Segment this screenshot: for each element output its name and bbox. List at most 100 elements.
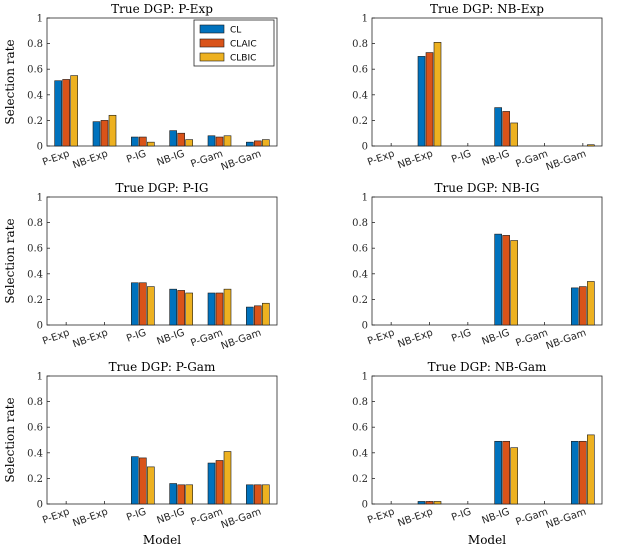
bar-claic <box>254 305 262 326</box>
x-tick-label: P-Gam <box>514 148 549 170</box>
y-tick-label: 0.2 <box>352 295 368 306</box>
x-tick-label: NB-IG <box>481 327 512 347</box>
x-tick-label: NB-Gam <box>545 506 588 531</box>
x-axis-label: Model <box>143 533 181 547</box>
x-tick-label: P-IG <box>125 506 148 523</box>
bar-cl <box>92 121 101 147</box>
bar-claic <box>215 136 224 147</box>
plot-area-1 <box>46 17 278 147</box>
y-tick-label: 0.2 <box>27 474 43 485</box>
x-tick-label: NB-IG <box>481 148 512 168</box>
bar-cl <box>494 107 502 147</box>
bar-clbic <box>433 501 442 505</box>
x-tick-label: NB-Gam <box>220 148 263 173</box>
bar-cl <box>246 306 254 326</box>
bar-cl <box>246 484 254 505</box>
y-tick-label: 1 <box>37 14 43 25</box>
y-tick-label: 0.8 <box>352 39 368 50</box>
y-tick-label: 0.2 <box>27 116 43 127</box>
bar-clbic <box>185 139 193 147</box>
bar-cl <box>207 462 216 505</box>
bar-clbic <box>223 135 232 147</box>
bar-cl <box>131 136 139 147</box>
bar-clbic <box>223 288 232 326</box>
x-tick-label: P-Gam <box>189 506 224 528</box>
y-tick-label: 0 <box>362 500 368 511</box>
legend-swatch <box>199 52 225 62</box>
legend-swatch <box>199 24 225 34</box>
x-tick-label: NB-Gam <box>220 506 263 531</box>
bar-clbic <box>185 292 193 326</box>
y-tick-label: 0.2 <box>27 295 43 306</box>
bar-clbic <box>587 281 595 326</box>
y-tick-label: 0.2 <box>352 474 368 485</box>
y-tick-label: 0.4 <box>27 90 43 101</box>
x-tick-label: P-Exp <box>366 327 396 347</box>
y-tick-label: 0.6 <box>27 423 43 434</box>
x-tick-label: NB-Exp <box>396 148 434 171</box>
legend-entry: CLAIC <box>230 40 257 50</box>
x-tick-label: P-IG <box>450 148 473 165</box>
bar-cl <box>169 288 177 326</box>
y-tick-label: 0 <box>37 142 43 153</box>
bar-clbic <box>147 286 155 326</box>
bar-clbic <box>587 434 595 505</box>
bar-clbic <box>587 144 595 147</box>
plot-area-3 <box>46 196 278 326</box>
y-tick-label: 0.4 <box>27 269 43 280</box>
plot-area-5 <box>46 375 278 505</box>
y-tick-label: 0.8 <box>27 397 43 408</box>
bar-claic <box>139 136 147 147</box>
legend-entry: CL <box>230 26 241 36</box>
bar-clbic <box>223 451 232 505</box>
x-tick-label: P-Exp <box>41 148 71 168</box>
x-tick-label: P-Exp <box>366 506 396 526</box>
bar-claic <box>254 140 262 147</box>
chart-title: True DGP: NB-IG <box>434 181 539 195</box>
bar-claic <box>502 440 510 505</box>
x-tick-label: NB-Exp <box>71 506 109 529</box>
legend-swatch <box>199 38 225 48</box>
y-tick-label: 0.2 <box>352 116 368 127</box>
x-tick-label: NB-Gam <box>545 148 588 173</box>
x-tick-label: NB-Exp <box>396 506 434 529</box>
plot-area-4 <box>371 196 603 326</box>
bar-cl <box>571 287 579 326</box>
bar-cl <box>417 501 426 505</box>
chart-title: True DGP: NB-Exp <box>430 2 544 16</box>
bar-claic <box>502 235 510 326</box>
y-tick-label: 0.8 <box>352 218 368 229</box>
x-tick-label: P-Exp <box>41 506 71 526</box>
y-tick-label: 0.8 <box>352 397 368 408</box>
y-tick-label: 1 <box>362 372 368 383</box>
plot-area-6 <box>371 375 603 505</box>
y-tick-label: 1 <box>37 372 43 383</box>
bar-clbic <box>510 447 518 505</box>
bar-cl <box>571 440 579 505</box>
x-tick-label: NB-Gam <box>545 327 588 352</box>
y-tick-label: 0.6 <box>352 244 368 255</box>
y-tick-label: 0 <box>37 321 43 332</box>
bar-claic <box>139 457 147 505</box>
x-axis-label: Model <box>468 533 506 547</box>
bar-clbic <box>262 139 270 147</box>
y-tick-label: 0.8 <box>27 39 43 50</box>
y-tick-label: 0.6 <box>352 65 368 76</box>
y-tick-label: 0.6 <box>27 65 43 76</box>
legend-entry: CLBIC <box>230 54 256 64</box>
x-tick-label: NB-Gam <box>220 327 263 352</box>
y-tick-label: 0.8 <box>27 218 43 229</box>
chart-title: True DGP: NB-Gam <box>428 360 547 374</box>
bar-cl <box>494 233 502 326</box>
y-axis-label: Selection rate <box>3 218 17 303</box>
bar-claic <box>62 79 70 147</box>
y-tick-label: 0.4 <box>352 269 368 280</box>
bar-clbic <box>185 484 193 505</box>
bar-clbic <box>262 484 270 505</box>
y-axis-label: Selection rate <box>3 397 17 482</box>
bar-clbic <box>262 302 270 326</box>
x-tick-label: P-IG <box>450 327 473 344</box>
y-tick-label: 1 <box>37 193 43 204</box>
x-tick-label: P-Gam <box>514 506 549 528</box>
bar-cl <box>54 80 62 147</box>
